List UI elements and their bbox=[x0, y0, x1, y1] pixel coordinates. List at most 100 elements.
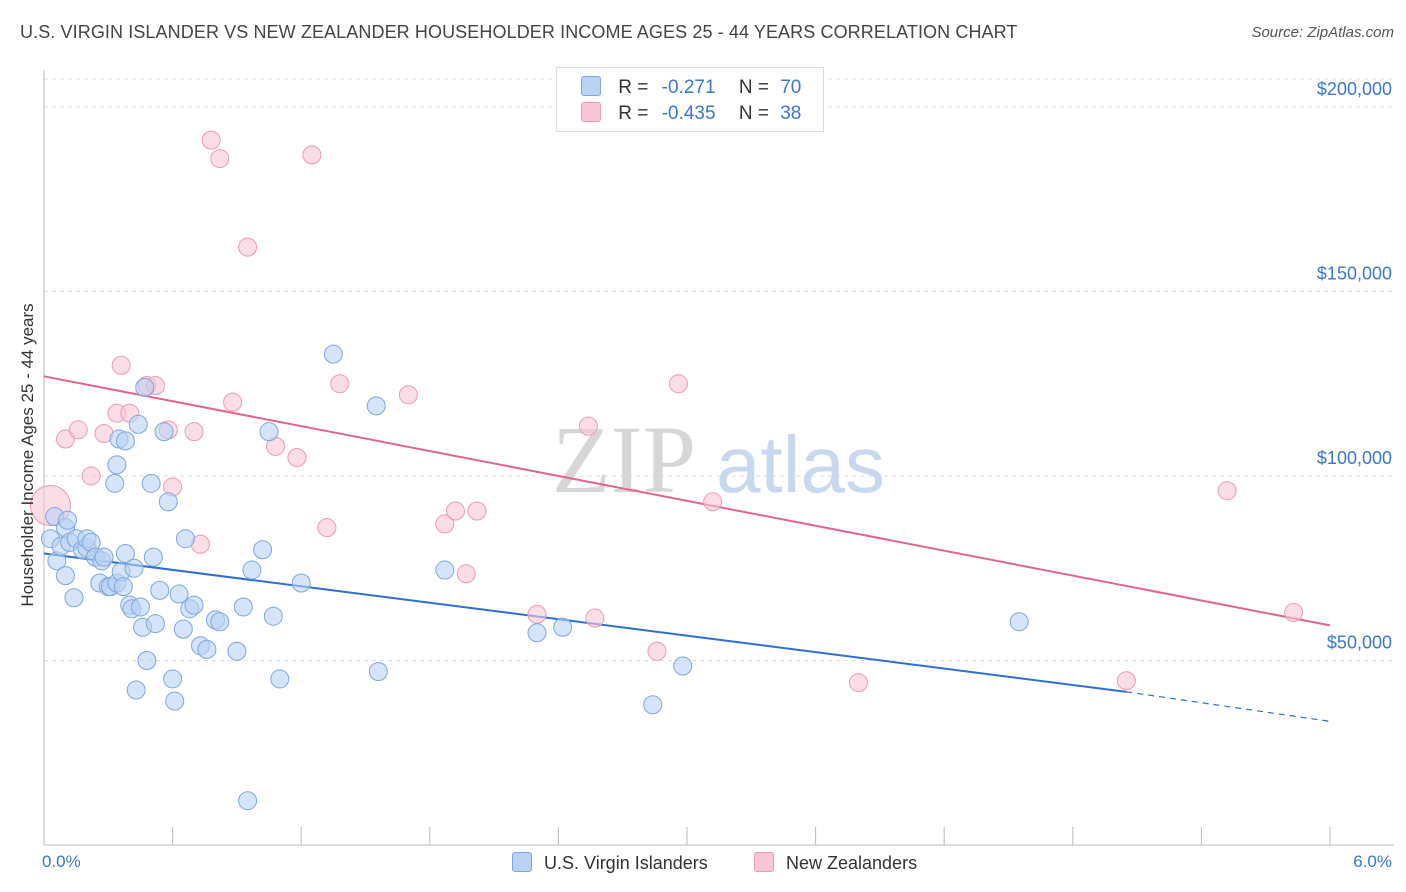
source-label: Source: ZipAtlas.com bbox=[1251, 24, 1394, 41]
series-swatch-pink bbox=[754, 852, 774, 872]
point-virgin-islanders bbox=[105, 473, 125, 493]
legend-n-label: N = bbox=[738, 77, 769, 98]
trend-lines bbox=[43, 375, 1331, 722]
point-virgin-islanders bbox=[143, 547, 163, 567]
point-virgin-islanders bbox=[1009, 612, 1029, 632]
trend-line-new-zealanders bbox=[43, 375, 1331, 627]
point-virgin-islanders bbox=[55, 566, 75, 586]
data-points bbox=[29, 130, 1304, 811]
point-virgin-islanders bbox=[124, 558, 144, 578]
legend-n-value: 70 bbox=[780, 77, 802, 98]
series-legend-virgin-islanders: U.S. Virgin Islanders bbox=[512, 852, 708, 874]
point-virgin-islanders bbox=[94, 547, 114, 567]
series-name: U.S. Virgin Islanders bbox=[544, 853, 708, 873]
y-tick-label: $100,000 bbox=[1317, 448, 1392, 468]
point-virgin-islanders bbox=[130, 597, 150, 617]
legend-r-value: -0.271 bbox=[661, 77, 716, 98]
point-virgin-islanders bbox=[115, 431, 135, 451]
axes bbox=[43, 70, 1394, 846]
y-tick-labels: $50,000 $100,000 $150,000 $200,000 bbox=[1317, 79, 1392, 653]
point-virgin-islanders bbox=[115, 543, 135, 563]
point-new-zealanders bbox=[435, 514, 455, 534]
legend-swatch-pink bbox=[581, 102, 601, 122]
point-virgin-islanders bbox=[113, 577, 133, 597]
point-new-zealanders bbox=[848, 673, 868, 693]
point-virgin-islanders bbox=[163, 669, 183, 689]
point-virgin-islanders bbox=[643, 695, 663, 715]
point-new-zealanders bbox=[398, 385, 418, 405]
y-tick-label: $200,000 bbox=[1317, 79, 1392, 99]
point-new-zealanders bbox=[111, 355, 131, 375]
point-virgin-islanders bbox=[553, 617, 573, 637]
point-virgin-islanders bbox=[253, 540, 273, 560]
point-new-zealanders bbox=[55, 429, 75, 449]
point-virgin-islanders bbox=[145, 614, 165, 634]
point-virgin-islanders bbox=[135, 377, 155, 397]
point-virgin-islanders bbox=[154, 422, 174, 442]
point-virgin-islanders bbox=[141, 473, 161, 493]
series-legend-new-zealanders: New Zealanders bbox=[754, 852, 917, 874]
legend-r-label: R = bbox=[618, 77, 649, 98]
x-tick-label-min: 0.0% bbox=[42, 852, 81, 871]
point-virgin-islanders bbox=[126, 680, 146, 700]
point-virgin-islanders bbox=[210, 612, 230, 632]
point-new-zealanders bbox=[527, 604, 547, 624]
point-new-zealanders bbox=[317, 518, 337, 538]
point-new-zealanders bbox=[647, 641, 667, 661]
legend-row-virgin-islanders: R = -0.271 N = 70 bbox=[581, 76, 801, 100]
point-virgin-islanders bbox=[366, 396, 386, 416]
legend-r-value: -0.435 bbox=[661, 103, 716, 124]
point-new-zealanders bbox=[668, 374, 688, 394]
point-new-zealanders bbox=[330, 374, 350, 394]
point-virgin-islanders bbox=[64, 588, 84, 608]
point-virgin-islanders bbox=[137, 650, 157, 670]
point-virgin-islanders bbox=[158, 492, 178, 512]
point-new-zealanders bbox=[446, 501, 466, 521]
point-new-zealanders bbox=[201, 130, 221, 150]
point-virgin-islanders bbox=[165, 691, 185, 711]
point-new-zealanders bbox=[238, 237, 258, 257]
point-virgin-islanders bbox=[263, 606, 283, 626]
chart-title: U.S. VIRGIN ISLANDER VS NEW ZEALANDER HO… bbox=[20, 22, 1018, 42]
point-virgin-islanders bbox=[175, 529, 195, 549]
point-new-zealanders bbox=[467, 501, 487, 521]
point-new-zealanders bbox=[1116, 671, 1136, 691]
point-virgin-islanders bbox=[238, 791, 258, 811]
y-axis-label: Householder Income Ages 25 - 44 years bbox=[18, 303, 37, 607]
series-swatch-blue bbox=[512, 852, 532, 872]
legend-r-label: R = bbox=[618, 103, 649, 124]
point-new-zealanders bbox=[578, 416, 598, 436]
watermark: ZIP atlas bbox=[552, 406, 885, 513]
point-virgin-islanders bbox=[58, 510, 78, 530]
point-new-zealanders bbox=[1217, 481, 1237, 501]
point-virgin-islanders bbox=[173, 619, 193, 639]
watermark-atlas: atlas bbox=[716, 420, 885, 509]
point-virgin-islanders bbox=[242, 560, 262, 580]
point-virgin-islanders bbox=[673, 656, 693, 676]
point-virgin-islanders bbox=[150, 580, 170, 600]
point-new-zealanders bbox=[68, 420, 88, 440]
point-virgin-islanders bbox=[233, 597, 253, 617]
point-virgin-islanders bbox=[259, 422, 279, 442]
point-new-zealanders bbox=[223, 392, 243, 412]
point-virgin-islanders bbox=[291, 573, 311, 593]
point-new-zealanders bbox=[302, 145, 322, 165]
point-virgin-islanders bbox=[227, 641, 247, 661]
point-new-zealanders bbox=[585, 608, 605, 628]
point-virgin-islanders bbox=[197, 639, 217, 659]
point-new-zealanders bbox=[81, 466, 101, 486]
point-new-zealanders bbox=[184, 422, 204, 442]
point-virgin-islanders bbox=[107, 455, 127, 475]
series-name: New Zealanders bbox=[786, 853, 918, 873]
legend-n-label: N = bbox=[738, 103, 769, 124]
point-virgin-islanders bbox=[368, 662, 388, 682]
point-virgin-islanders bbox=[527, 623, 547, 643]
y-tick-label: $50,000 bbox=[1327, 632, 1392, 652]
point-virgin-islanders bbox=[435, 560, 455, 580]
correlation-legend: R = -0.271 N = 70 R = -0.435 N = 38 bbox=[556, 67, 824, 132]
watermark-zip: ZIP bbox=[552, 406, 696, 513]
trend-line-virgin-islanders-extension bbox=[1126, 691, 1331, 722]
point-new-zealanders bbox=[287, 448, 307, 467]
point-virgin-islanders bbox=[128, 414, 148, 434]
x-tick-label-max: 6.0% bbox=[1353, 852, 1392, 871]
